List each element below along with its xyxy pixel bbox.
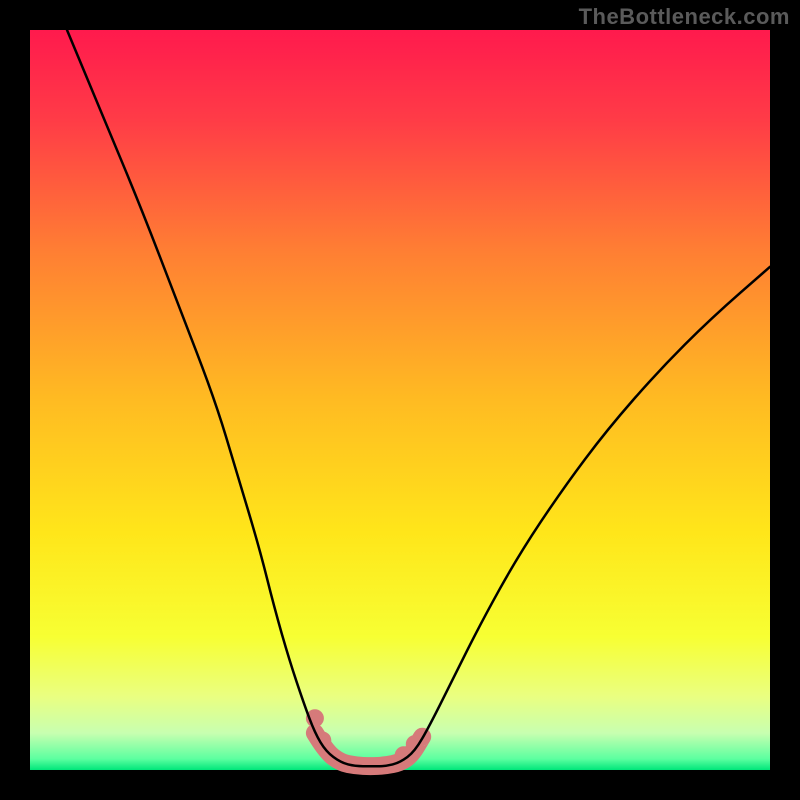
bottleneck-curve-chart [0,0,800,800]
watermark-text: TheBottleneck.com [579,4,790,30]
chart-container: TheBottleneck.com [0,0,800,800]
chart-gradient-background [30,30,770,770]
